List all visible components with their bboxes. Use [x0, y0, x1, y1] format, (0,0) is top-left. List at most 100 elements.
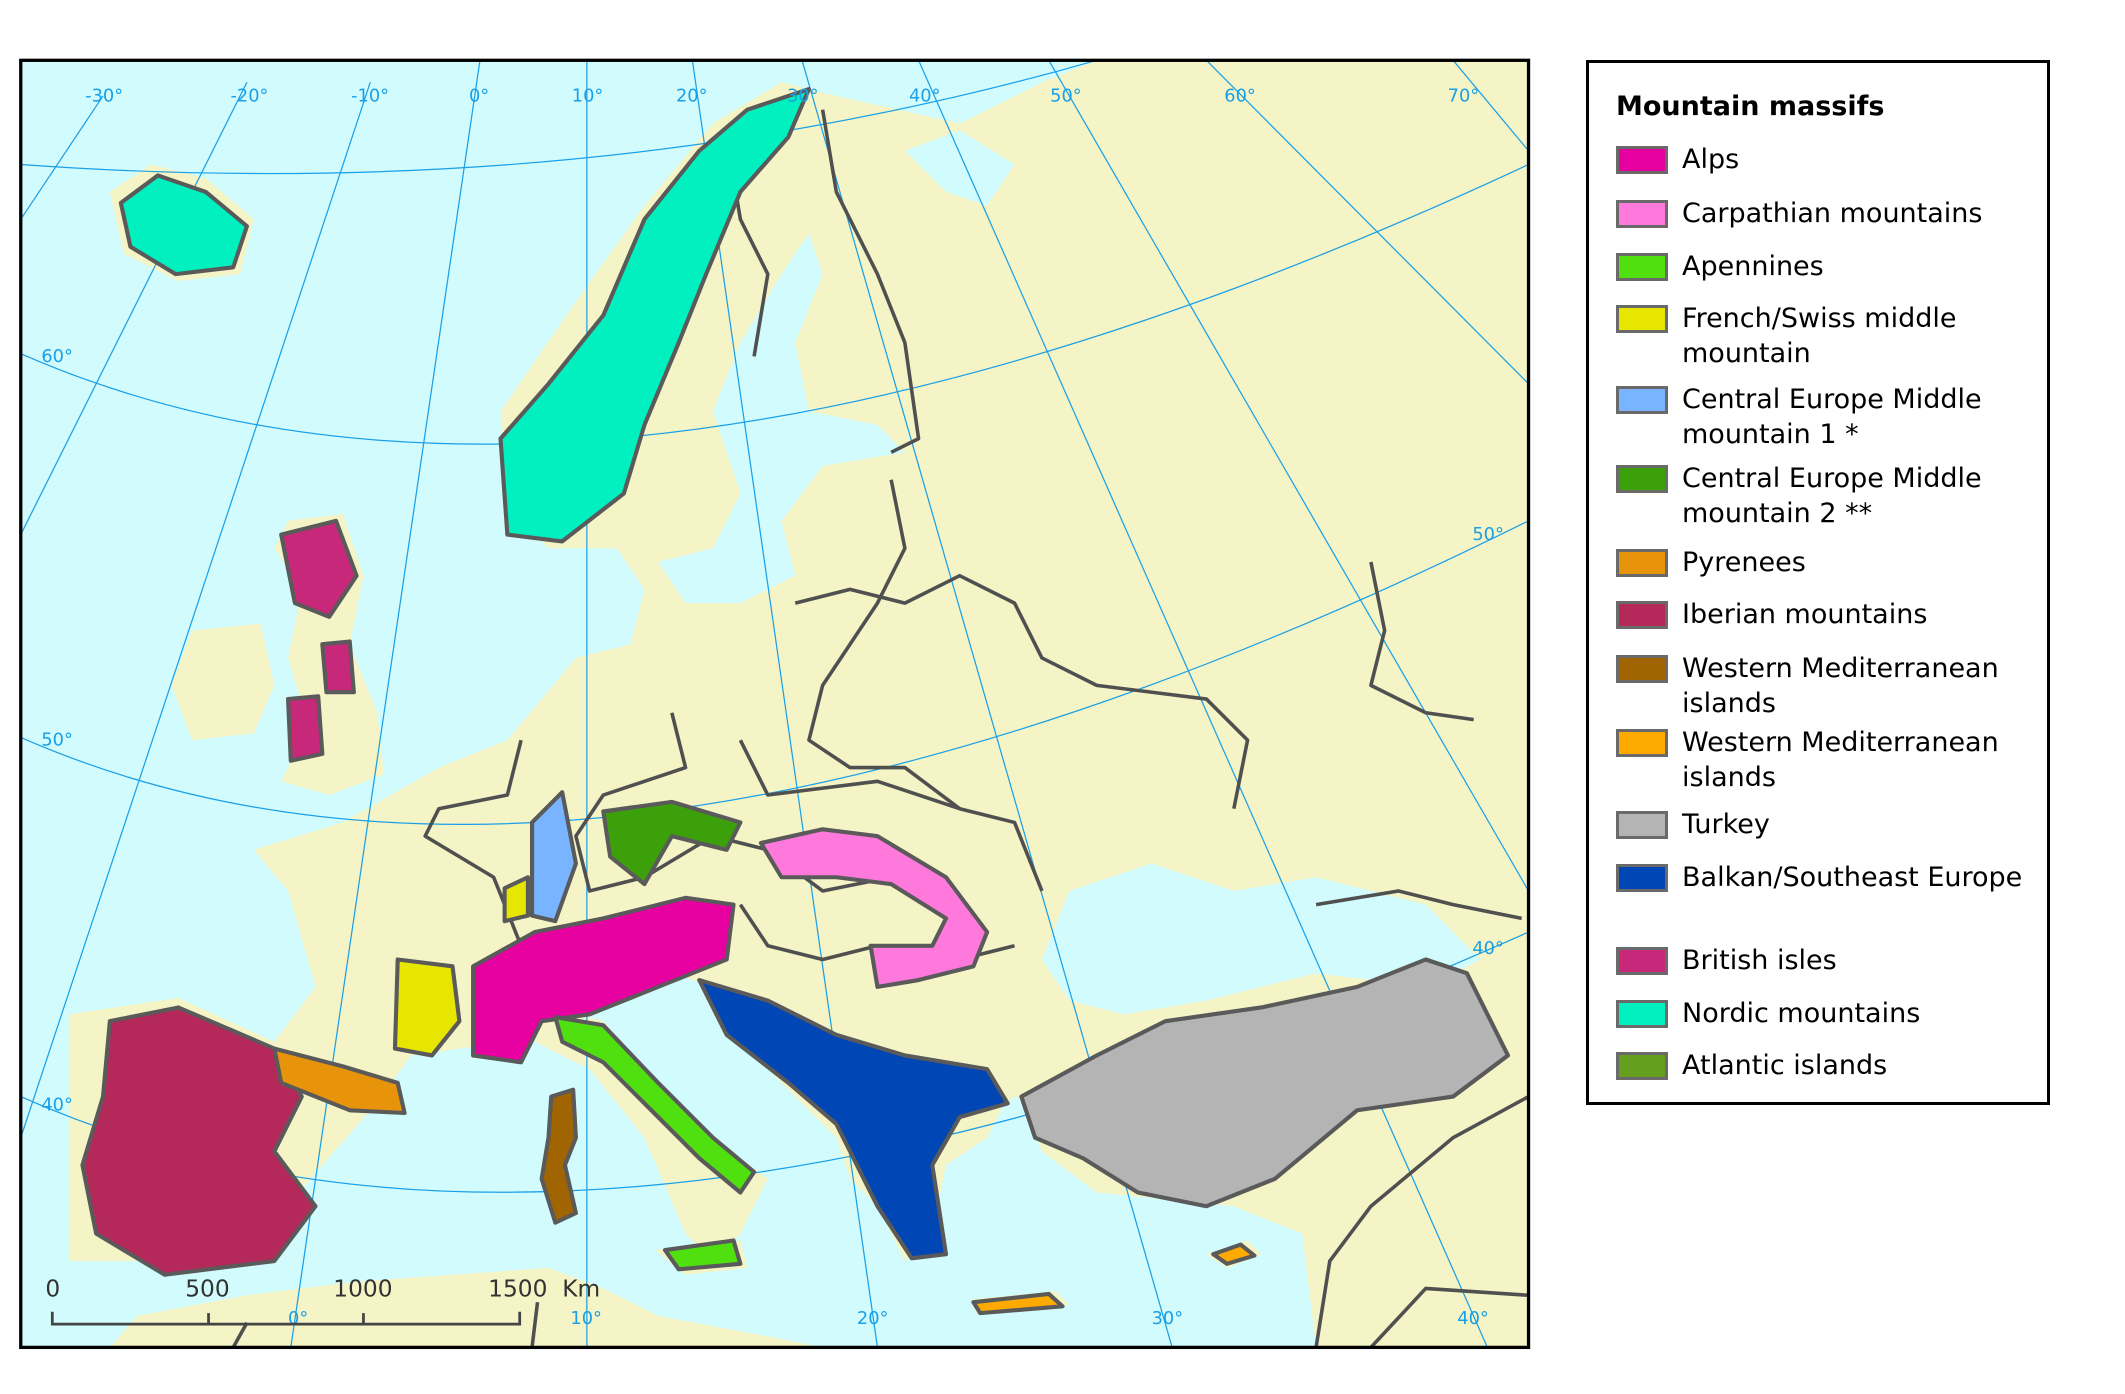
- lon-label: 0°: [288, 1308, 308, 1329]
- legend-swatch: [1616, 810, 1668, 839]
- legend-item: Western Mediterranean islands: [1616, 651, 2036, 721]
- legend-item: British isles: [1616, 943, 2036, 978]
- massif-nordic: [498, 87, 811, 544]
- legend-swatch: [1616, 728, 1668, 757]
- massifs: [80, 87, 1511, 1316]
- graticule: [20, 60, 1529, 1348]
- lat-label: 50°: [1472, 524, 1504, 545]
- legend-swatch: [1616, 1052, 1668, 1081]
- legend-swatch: [1616, 465, 1668, 494]
- legend-label: Carpathian mountains: [1682, 197, 1983, 229]
- legend-swatch: [1616, 146, 1668, 175]
- legend-swatch: [1616, 946, 1668, 975]
- massif-iberian: [80, 1005, 318, 1277]
- lat-label: 50°: [41, 730, 73, 751]
- massif-carpathian: [758, 827, 990, 989]
- massif-turkey: [1019, 957, 1511, 1209]
- legend-label: British isles: [1682, 944, 1837, 976]
- scale-unit: Km: [562, 1276, 600, 1303]
- massif-alps: [471, 895, 736, 1065]
- legend-item: Alps: [1616, 142, 2036, 177]
- scale-label: 1500: [488, 1276, 547, 1303]
- lon-label: 60°: [1224, 85, 1256, 106]
- land-italy: [534, 1007, 768, 1262]
- legend-title: Mountain massifs: [1616, 91, 1885, 122]
- legend-swatch: [1616, 252, 1668, 281]
- graticule-labels: -30° -20° -10° 0° 10° 20° 30° 40° 50° 60…: [41, 85, 1504, 1329]
- land-ireland: [171, 623, 275, 741]
- legend-swatch: [1616, 305, 1668, 334]
- scale-label: 1000: [333, 1276, 392, 1303]
- legend-label: Western Mediterranean islands: [1682, 726, 1999, 793]
- massif-nordic-iceland: [118, 173, 249, 277]
- legend-item: Iberian mountains: [1616, 597, 2036, 632]
- lon-label: 70°: [1448, 85, 1480, 106]
- legend-item: Western Mediterranean islands: [1616, 725, 2036, 795]
- legend-label: Apennines: [1682, 250, 1824, 282]
- lon-label: -10°: [351, 85, 389, 106]
- legend-label: Nordic mountains: [1682, 998, 1921, 1030]
- country-borders: [231, 109, 1529, 1348]
- legend-swatch: [1616, 199, 1668, 228]
- scale-bar-line: [50, 1311, 522, 1326]
- legend-label: Western Mediterranean islands: [1682, 652, 1999, 719]
- massif-central-europe-1: [529, 790, 578, 924]
- massif-apennines: [553, 1015, 757, 1195]
- legend-label: Turkey: [1682, 808, 1770, 840]
- legend-swatch: [1616, 1000, 1668, 1029]
- lon-label: 30°: [1152, 1308, 1184, 1329]
- legend-item: Carpathian mountains: [1616, 196, 2036, 231]
- legend-swatch: [1616, 864, 1668, 893]
- lon-label: 20°: [676, 85, 708, 106]
- legend-label: Central Europe Middle mountain 1 *: [1682, 383, 1982, 450]
- massif-french-swiss: [392, 957, 462, 1058]
- lon-label: -20°: [230, 85, 268, 106]
- legend-item: Balkan/Southeast Europe: [1616, 860, 2036, 895]
- land-africa: [109, 1267, 823, 1348]
- massif-british-north: [320, 639, 356, 695]
- legend-item: Turkey: [1616, 807, 2036, 842]
- lon-label: 0°: [469, 85, 489, 106]
- lat-label: 40°: [1472, 938, 1504, 959]
- white-sea: [904, 130, 1015, 206]
- legend-swatch: [1616, 385, 1668, 414]
- legend-item: Nordic mountains: [1616, 996, 2036, 1031]
- legend-label: Iberian mountains: [1682, 599, 1928, 631]
- massif-british-scotland: [279, 518, 359, 619]
- scale-label: 500: [185, 1276, 229, 1303]
- legend-label: Atlantic islands: [1682, 1050, 1888, 1082]
- legend-item: Pyrenees: [1616, 545, 2036, 580]
- massif-w-med-islands-corsica-sardinia: [539, 1087, 578, 1225]
- massif-balkan: [697, 977, 1010, 1261]
- lon-label: -30°: [85, 85, 123, 106]
- legend-swatch: [1616, 549, 1668, 578]
- massif-british-wales: [285, 694, 325, 763]
- massif-french-swiss-jura: [502, 875, 530, 924]
- massif-central-europe-2: [601, 799, 743, 887]
- legend-label: Central Europe Middle mountain 2 **: [1682, 463, 1982, 530]
- legend-swatch: [1616, 601, 1668, 630]
- lon-label: 40°: [1457, 1308, 1489, 1329]
- massif-w-med-islands-cyprus: [1211, 1242, 1257, 1266]
- lat-label: 60°: [41, 346, 73, 367]
- legend-item: Central Europe Middle mountain 2 **: [1616, 461, 2036, 531]
- legend-item: Atlantic islands: [1616, 1048, 2036, 1083]
- legend-label: Alps: [1682, 144, 1740, 176]
- scale-label: 0: [45, 1276, 60, 1303]
- lon-label: 10°: [572, 85, 604, 106]
- scale-bar: 0 500 1000 1500 Km: [45, 1276, 600, 1326]
- legend-item: Apennines: [1616, 249, 2036, 284]
- lat-label: 40°: [41, 1094, 73, 1115]
- legend-swatch: [1616, 654, 1668, 683]
- massif-apennines-south: [662, 1238, 743, 1272]
- legend-item: Central Europe Middle mountain 1 *: [1616, 382, 2036, 452]
- legend-label: French/Swiss middle mountain: [1682, 303, 1957, 370]
- lon-label: 20°: [857, 1308, 889, 1329]
- lon-label: 10°: [570, 1308, 602, 1329]
- massif-pyrenees: [272, 1046, 407, 1116]
- massif-w-med-islands-crete: [971, 1291, 1065, 1316]
- black-sea: [1041, 863, 1481, 1015]
- map-frame: [19, 58, 1531, 1350]
- legend-item: French/Swiss middle mountain: [1616, 301, 2036, 371]
